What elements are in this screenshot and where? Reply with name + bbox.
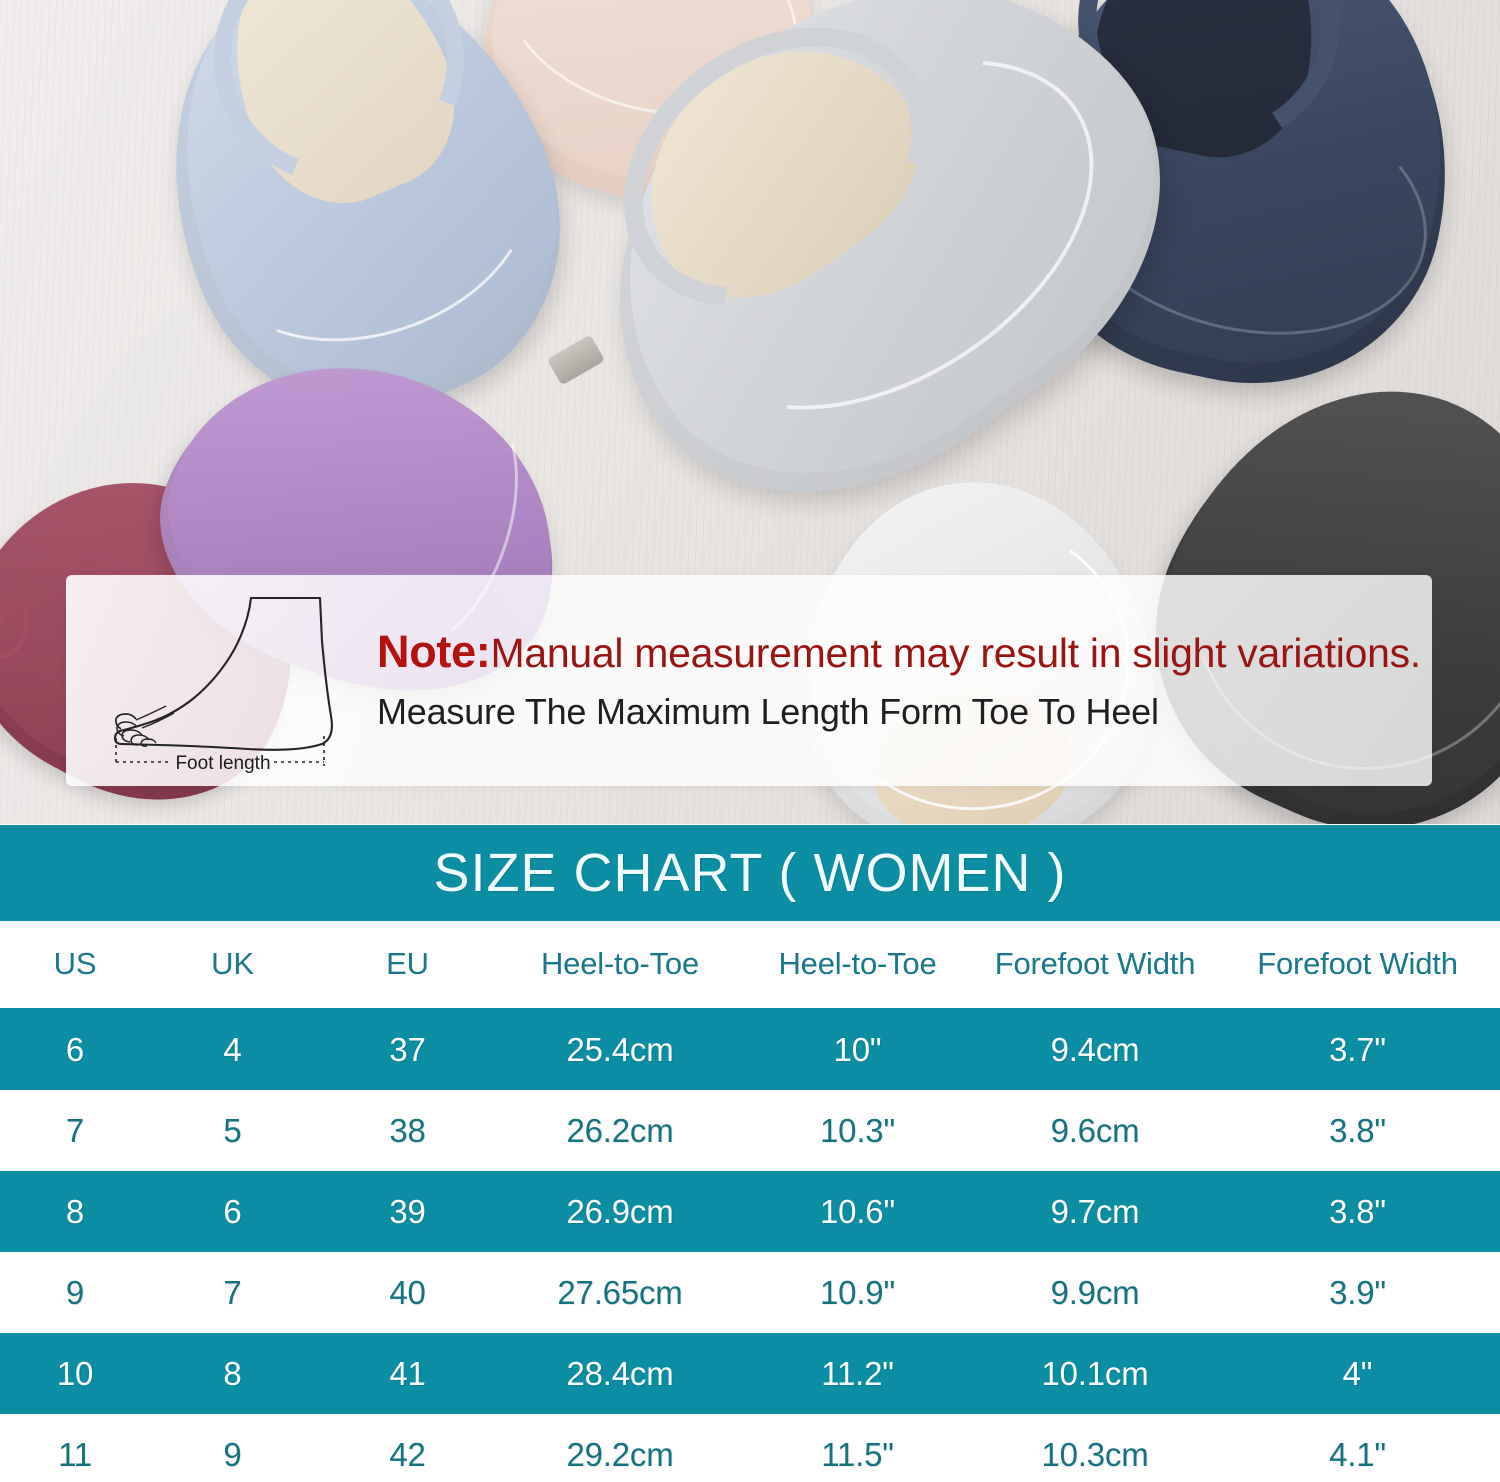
foot-length-diagram: Foot length	[88, 586, 363, 776]
cell-us: 9	[0, 1252, 150, 1333]
table-row: 10 8 41 28.4cm 11.2" 10.1cm 4"	[0, 1333, 1500, 1414]
column-header-eu: EU	[315, 921, 500, 1011]
cell-uk: 7	[150, 1252, 315, 1333]
column-header-uk: UK	[150, 921, 315, 1011]
cell-uk: 4	[150, 1009, 315, 1090]
cell-eu: 41	[315, 1333, 500, 1414]
cell-forefoot-in: 3.9"	[1215, 1252, 1500, 1333]
cell-heel-to-toe-cm: 27.65cm	[500, 1252, 740, 1333]
foot-length-label: Foot length	[175, 753, 270, 774]
cell-forefoot-in: 3.8"	[1215, 1090, 1500, 1171]
cell-heel-to-toe-cm: 29.2cm	[500, 1414, 740, 1482]
cell-forefoot-cm: 10.3cm	[975, 1414, 1215, 1482]
cell-eu: 40	[315, 1252, 500, 1333]
cell-heel-to-toe-in: 10.9"	[740, 1252, 975, 1333]
cell-heel-to-toe-cm: 28.4cm	[500, 1333, 740, 1414]
size-chart-table: US UK EU Heel-to-Toe Heel-to-Toe Forefoo…	[0, 921, 1500, 1482]
cell-forefoot-cm: 9.6cm	[975, 1090, 1215, 1171]
cell-us: 6	[0, 1009, 150, 1090]
table-row: 8 6 39 26.9cm 10.6" 9.7cm 3.8"	[0, 1171, 1500, 1252]
note-line-secondary: Measure The Maximum Length Form Toe To H…	[377, 690, 1159, 732]
cell-heel-to-toe-cm: 26.9cm	[500, 1171, 740, 1252]
cell-heel-to-toe-cm: 25.4cm	[500, 1009, 740, 1090]
column-header-heel-to-toe-in: Heel-to-Toe	[740, 921, 975, 1011]
table-header: US UK EU Heel-to-Toe Heel-to-Toe Forefoo…	[0, 921, 1500, 1011]
note-text-block: Note:Manual measurement may result in sl…	[363, 625, 1433, 737]
cell-us: 10	[0, 1333, 150, 1414]
cell-forefoot-in: 3.7"	[1215, 1009, 1500, 1090]
page-title: SIZE CHART ( WOMEN )	[433, 843, 1067, 903]
cell-forefoot-cm: 10.1cm	[975, 1333, 1215, 1414]
cell-eu: 39	[315, 1171, 500, 1252]
cell-heel-to-toe-in: 10.6"	[740, 1171, 975, 1252]
column-header-us: US	[0, 921, 150, 1011]
table-header-row: US UK EU Heel-to-Toe Heel-to-Toe Forefoo…	[0, 921, 1500, 1011]
cell-forefoot-cm: 9.4cm	[975, 1009, 1215, 1090]
cell-eu: 42	[315, 1414, 500, 1482]
cell-us: 11	[0, 1414, 150, 1482]
column-header-heel-to-toe-cm: Heel-to-Toe	[500, 921, 740, 1011]
column-header-forefoot-width-in: Forefoot Width	[1215, 921, 1500, 1011]
table-row: 6 4 37 25.4cm 10" 9.4cm 3.7"	[0, 1009, 1500, 1090]
cell-forefoot-in: 4"	[1215, 1333, 1500, 1414]
cell-forefoot-cm: 9.7cm	[975, 1171, 1215, 1252]
cell-uk: 9	[150, 1414, 315, 1482]
size-chart-title-band: SIZE CHART ( WOMEN )	[0, 825, 1500, 921]
cell-heel-to-toe-in: 10"	[740, 1009, 975, 1090]
cell-forefoot-in: 3.8"	[1215, 1171, 1500, 1252]
foot-outline-icon: Foot length	[113, 596, 333, 774]
cell-forefoot-in: 4.1"	[1215, 1414, 1500, 1482]
table-row: 7 5 38 26.2cm 10.3" 9.6cm 3.8"	[0, 1090, 1500, 1171]
column-header-forefoot-width-cm: Forefoot Width	[975, 921, 1215, 1011]
cell-eu: 37	[315, 1009, 500, 1090]
cell-uk: 8	[150, 1333, 315, 1414]
cell-heel-to-toe-in: 10.3"	[740, 1090, 975, 1171]
cell-forefoot-cm: 9.9cm	[975, 1252, 1215, 1333]
table-row: 11 9 42 29.2cm 11.5" 10.3cm 4.1"	[0, 1414, 1500, 1482]
grey-slipper-heel-tab	[546, 334, 606, 386]
cell-us: 8	[0, 1171, 150, 1252]
cell-eu: 38	[315, 1090, 500, 1171]
note-banner: Foot length Note:Manual measurement may …	[66, 575, 1432, 786]
table-row: 9 7 40 27.65cm 10.9" 9.9cm 3.9"	[0, 1252, 1500, 1333]
cell-us: 7	[0, 1090, 150, 1171]
cell-uk: 5	[150, 1090, 315, 1171]
table-body: 6 4 37 25.4cm 10" 9.4cm 3.7" 7 5 38 26.2…	[0, 1009, 1500, 1482]
cell-uk: 6	[150, 1171, 315, 1252]
cell-heel-to-toe-cm: 26.2cm	[500, 1090, 740, 1171]
note-label: Note:	[377, 625, 491, 677]
note-line-primary: Note:Manual measurement may result in sl…	[377, 625, 1421, 678]
cell-heel-to-toe-in: 11.5"	[740, 1414, 975, 1482]
note-line1-text: Manual measurement may result in slight …	[490, 629, 1421, 676]
cell-heel-to-toe-in: 11.2"	[740, 1333, 975, 1414]
